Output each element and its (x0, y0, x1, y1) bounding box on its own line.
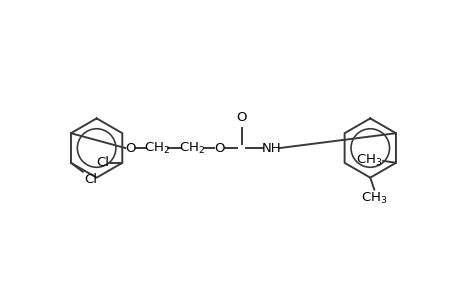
Text: O: O (236, 111, 246, 124)
Text: O: O (125, 142, 136, 154)
Text: CH$_3$: CH$_3$ (360, 190, 386, 206)
Text: O: O (213, 142, 224, 154)
Text: Cl: Cl (96, 156, 109, 169)
Text: CH$_2$: CH$_2$ (179, 140, 205, 156)
Text: NH: NH (261, 142, 281, 154)
Text: CH$_2$: CH$_2$ (144, 140, 170, 156)
Text: CH$_3$: CH$_3$ (355, 153, 381, 168)
Text: Cl: Cl (84, 173, 96, 186)
